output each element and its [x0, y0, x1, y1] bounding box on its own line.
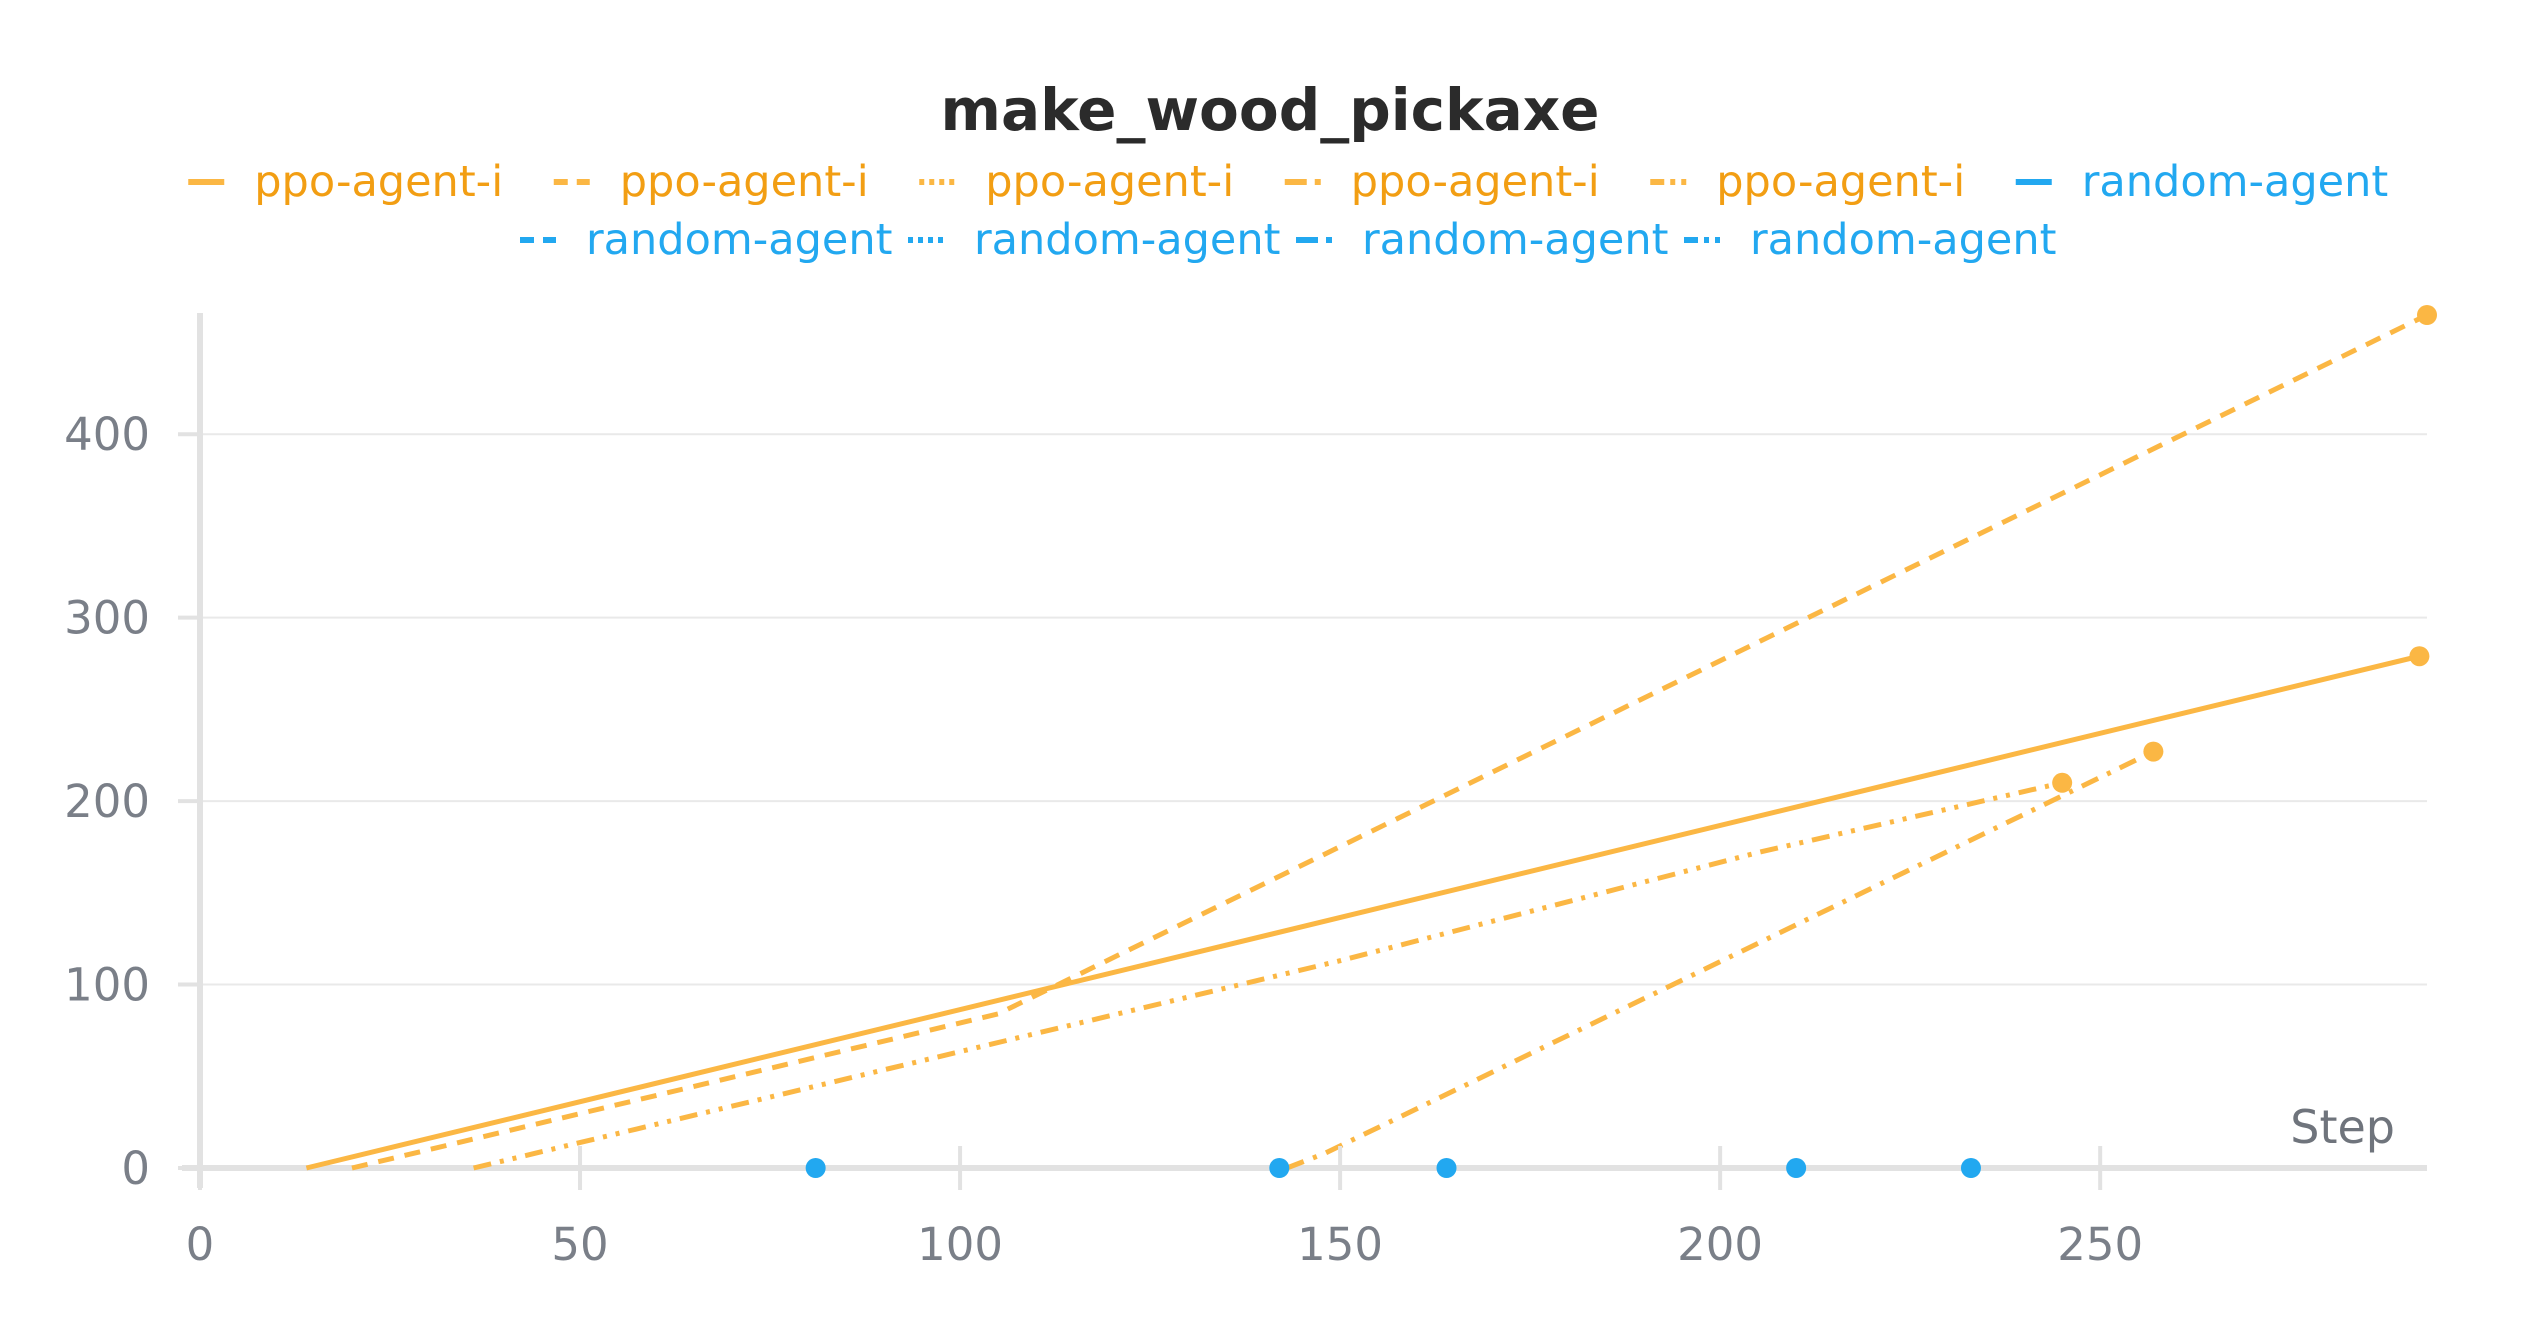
legend-item[interactable]: random-agent: [1296, 215, 1669, 265]
series-6: [805, 1158, 826, 1178]
series-2: [351, 305, 2437, 1171]
y-tick-label: 100: [64, 959, 150, 1012]
y-tick-label: 0: [121, 1142, 150, 1195]
x-tick-label: 250: [2057, 1218, 2143, 1271]
axes: [182, 313, 2427, 1188]
series-1: [305, 646, 2430, 1171]
x-axis-label: Step: [2290, 1100, 2395, 1154]
legend-label: random-agent: [2082, 157, 2389, 207]
legend: ppo-agent-i ppo-agent-i ppo-agent-i ppo-age…: [188, 157, 2388, 265]
legend-item[interactable]: random-agent: [908, 215, 1281, 265]
series-line: [351, 312, 2429, 1171]
x-axis-ticks: 0 50 100 150 200 250: [186, 1146, 2143, 1271]
y-tick-label: 300: [64, 592, 150, 645]
data-point: [805, 1158, 826, 1178]
data-point: [2143, 741, 2164, 762]
series-7: [1269, 1158, 1290, 1178]
legend-label: ppo-agent-i: [254, 157, 503, 207]
series-line: [473, 780, 2063, 1171]
legend-item[interactable]: ppo-agent-i: [1650, 157, 1965, 207]
legend-item[interactable]: random-agent: [520, 215, 893, 265]
legend-label: random-agent: [586, 215, 893, 265]
data-point: [2409, 646, 2430, 667]
x-tick-label: 0: [186, 1218, 215, 1271]
y-tick-label: 400: [64, 408, 150, 461]
series-4: [1285, 741, 2164, 1171]
chart-title: make_wood_pickaxe: [941, 76, 1600, 144]
series-line: [305, 653, 2420, 1171]
series-10: [1960, 1158, 1981, 1178]
data-point: [2052, 772, 2073, 793]
legend-label: ppo-agent-i: [985, 157, 1234, 207]
series-5: [473, 772, 2073, 1171]
legend-item[interactable]: random-agent: [2015, 157, 2389, 207]
legend-item[interactable]: ppo-agent-i: [1284, 157, 1600, 207]
data-point: [2417, 305, 2437, 325]
legend-label: ppo-agent-i: [1716, 157, 1965, 207]
legend-label: random-agent: [1750, 215, 2057, 265]
x-tick-label: 50: [551, 1218, 608, 1271]
series-8: [1436, 1158, 1457, 1178]
x-tick-label: 150: [1297, 1218, 1383, 1271]
series-layer: [305, 305, 2437, 1178]
series-line: [1285, 749, 2155, 1171]
legend-item[interactable]: ppo-agent-i: [188, 157, 503, 207]
legend-label: ppo-agent-i: [1351, 157, 1600, 207]
legend-item[interactable]: ppo-agent-i: [553, 157, 869, 207]
series-9: [1786, 1158, 1807, 1178]
y-axis-ticks: 0 100 200 300 400: [64, 408, 200, 1195]
data-point: [1436, 1158, 1457, 1178]
legend-item[interactable]: random-agent: [1684, 215, 2057, 265]
data-point: [1960, 1158, 1981, 1178]
legend-label: ppo-agent-i: [620, 157, 869, 207]
grid-lines: [200, 433, 2427, 986]
legend-label: random-agent: [974, 215, 1281, 265]
legend-item[interactable]: ppo-agent-i: [919, 157, 1234, 207]
x-tick-label: 100: [917, 1218, 1003, 1271]
data-point: [1786, 1158, 1807, 1178]
legend-label: random-agent: [1362, 215, 1669, 265]
data-point: [1269, 1158, 1290, 1178]
x-tick-label: 200: [1677, 1218, 1763, 1271]
y-tick-label: 200: [64, 775, 150, 828]
